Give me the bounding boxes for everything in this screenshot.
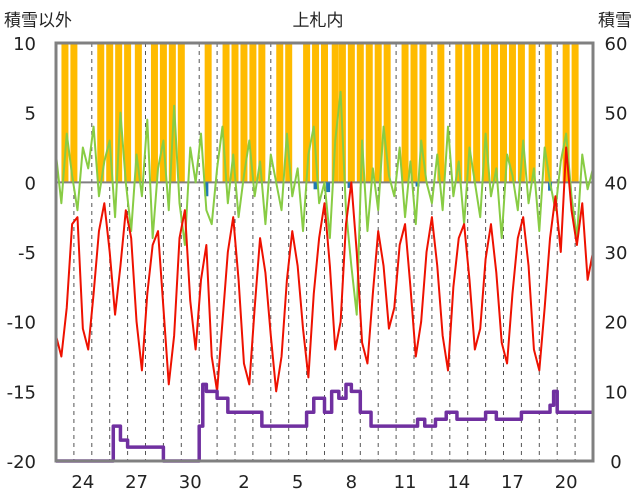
sunshine-bar-8 (159, 43, 167, 183)
left-tick-label: -15 (7, 382, 36, 403)
x-tick-label: 2 (238, 472, 249, 493)
sunshine-bar-22 (331, 43, 339, 183)
left-tick-labels: 10 5 0 -5 -10 -15 -20 (7, 34, 36, 473)
sunshine-bar-18 (285, 43, 293, 183)
right-tick-label: 40 (605, 173, 628, 194)
sunshine-bar-21 (321, 43, 328, 183)
sunshine-bar-7 (150, 43, 158, 183)
sunshine-bar-2 (97, 43, 105, 183)
sunshine-bar-31 (419, 43, 427, 183)
sunshine-bar-36 (482, 43, 490, 183)
sunshine-bar-14 (240, 43, 248, 183)
x-tick-label: 11 (394, 472, 417, 493)
sunshine-bar-11 (204, 43, 212, 183)
sunshine-bar-13 (231, 43, 239, 183)
x-tick-label: 5 (292, 472, 303, 493)
sunshine-bar-41 (528, 43, 536, 183)
sunshine-bar-6 (134, 43, 142, 183)
sunshine-bar-30 (410, 43, 418, 183)
right-tick-label: 20 (605, 313, 628, 334)
sunshine-bar-15 (249, 43, 257, 183)
sunshine-bar-0 (61, 43, 69, 183)
x-tick-label: 14 (447, 472, 470, 493)
precipitation-bar-3 (347, 182, 352, 188)
sunshine-bar-32 (437, 43, 445, 183)
x-tick-label: 8 (346, 472, 357, 493)
sunshine-bar-10 (177, 43, 185, 183)
sunshine-bar-17 (276, 43, 284, 183)
sunshine-bar-9 (168, 43, 176, 183)
sunshine-bar-43 (562, 43, 570, 183)
sunshine-bar-33 (455, 43, 463, 183)
x-tick-labels: 24 27 30 2 5 8 11 14 17 20 (71, 472, 577, 493)
x-tick-label: 20 (555, 472, 578, 493)
left-axis-label: 積雪以外 (4, 11, 72, 31)
sunshine-bar-28 (383, 43, 391, 183)
right-tick-label: 50 (605, 104, 628, 125)
sunshine-bar-12 (222, 43, 230, 183)
sunshine-bar-3 (106, 43, 114, 183)
right-tick-label: 0 (610, 452, 621, 473)
x-tick-label: 17 (501, 472, 524, 493)
sunshine-bar-20 (312, 43, 320, 183)
right-tick-label: 60 (605, 34, 628, 55)
left-tick-label: -10 (7, 313, 36, 334)
right-tick-label: 10 (605, 382, 628, 403)
sunshine-bar-40 (517, 43, 525, 183)
x-tick-label: 30 (179, 472, 202, 493)
right-tick-labels: 60 50 40 30 20 10 0 (605, 34, 628, 473)
sunshine-bar-38 (500, 43, 507, 183)
sunshine-bar-34 (464, 43, 472, 183)
sunshine-bar-5 (124, 43, 132, 183)
left-tick-label: 5 (25, 104, 36, 125)
chart-title: 上札内 (293, 11, 344, 31)
sunshine-bar-29 (401, 43, 409, 183)
x-tick-label: 27 (125, 472, 148, 493)
sunshine-bar-35 (473, 43, 481, 183)
sunshine-bar-27 (374, 43, 382, 183)
right-tick-label: 30 (605, 243, 628, 264)
sunshine-bar-24 (347, 43, 355, 183)
plot-frame (54, 41, 595, 463)
precipitation-bar-1 (313, 182, 318, 190)
sunshine-bar-1 (70, 43, 78, 183)
sunshine-bars (61, 43, 579, 183)
sunshine-bar-42 (544, 43, 552, 183)
left-tick-label: 10 (13, 34, 36, 55)
sunshine-bar-19 (303, 43, 311, 183)
sunshine-bar-4 (115, 43, 123, 183)
left-tick-label: 0 (25, 173, 36, 194)
precipitation-bar-2 (326, 182, 331, 193)
sunshine-bar-44 (571, 43, 579, 183)
right-axis-label: 積雪 (598, 11, 632, 31)
wind-line (55, 90, 594, 316)
sunshine-bar-16 (258, 43, 266, 183)
sunshine-bar-39 (508, 43, 516, 183)
sunshine-bar-25 (356, 43, 364, 183)
temperature-line (55, 146, 594, 393)
sunshine-bar-37 (491, 43, 499, 183)
sunshine-bar-26 (365, 43, 373, 183)
left-tick-label: -5 (18, 243, 36, 264)
x-tick-label: 24 (71, 472, 94, 493)
left-tick-label: -20 (7, 452, 36, 473)
gridlines (73, 43, 576, 461)
precipitation-bar-0 (204, 182, 209, 197)
